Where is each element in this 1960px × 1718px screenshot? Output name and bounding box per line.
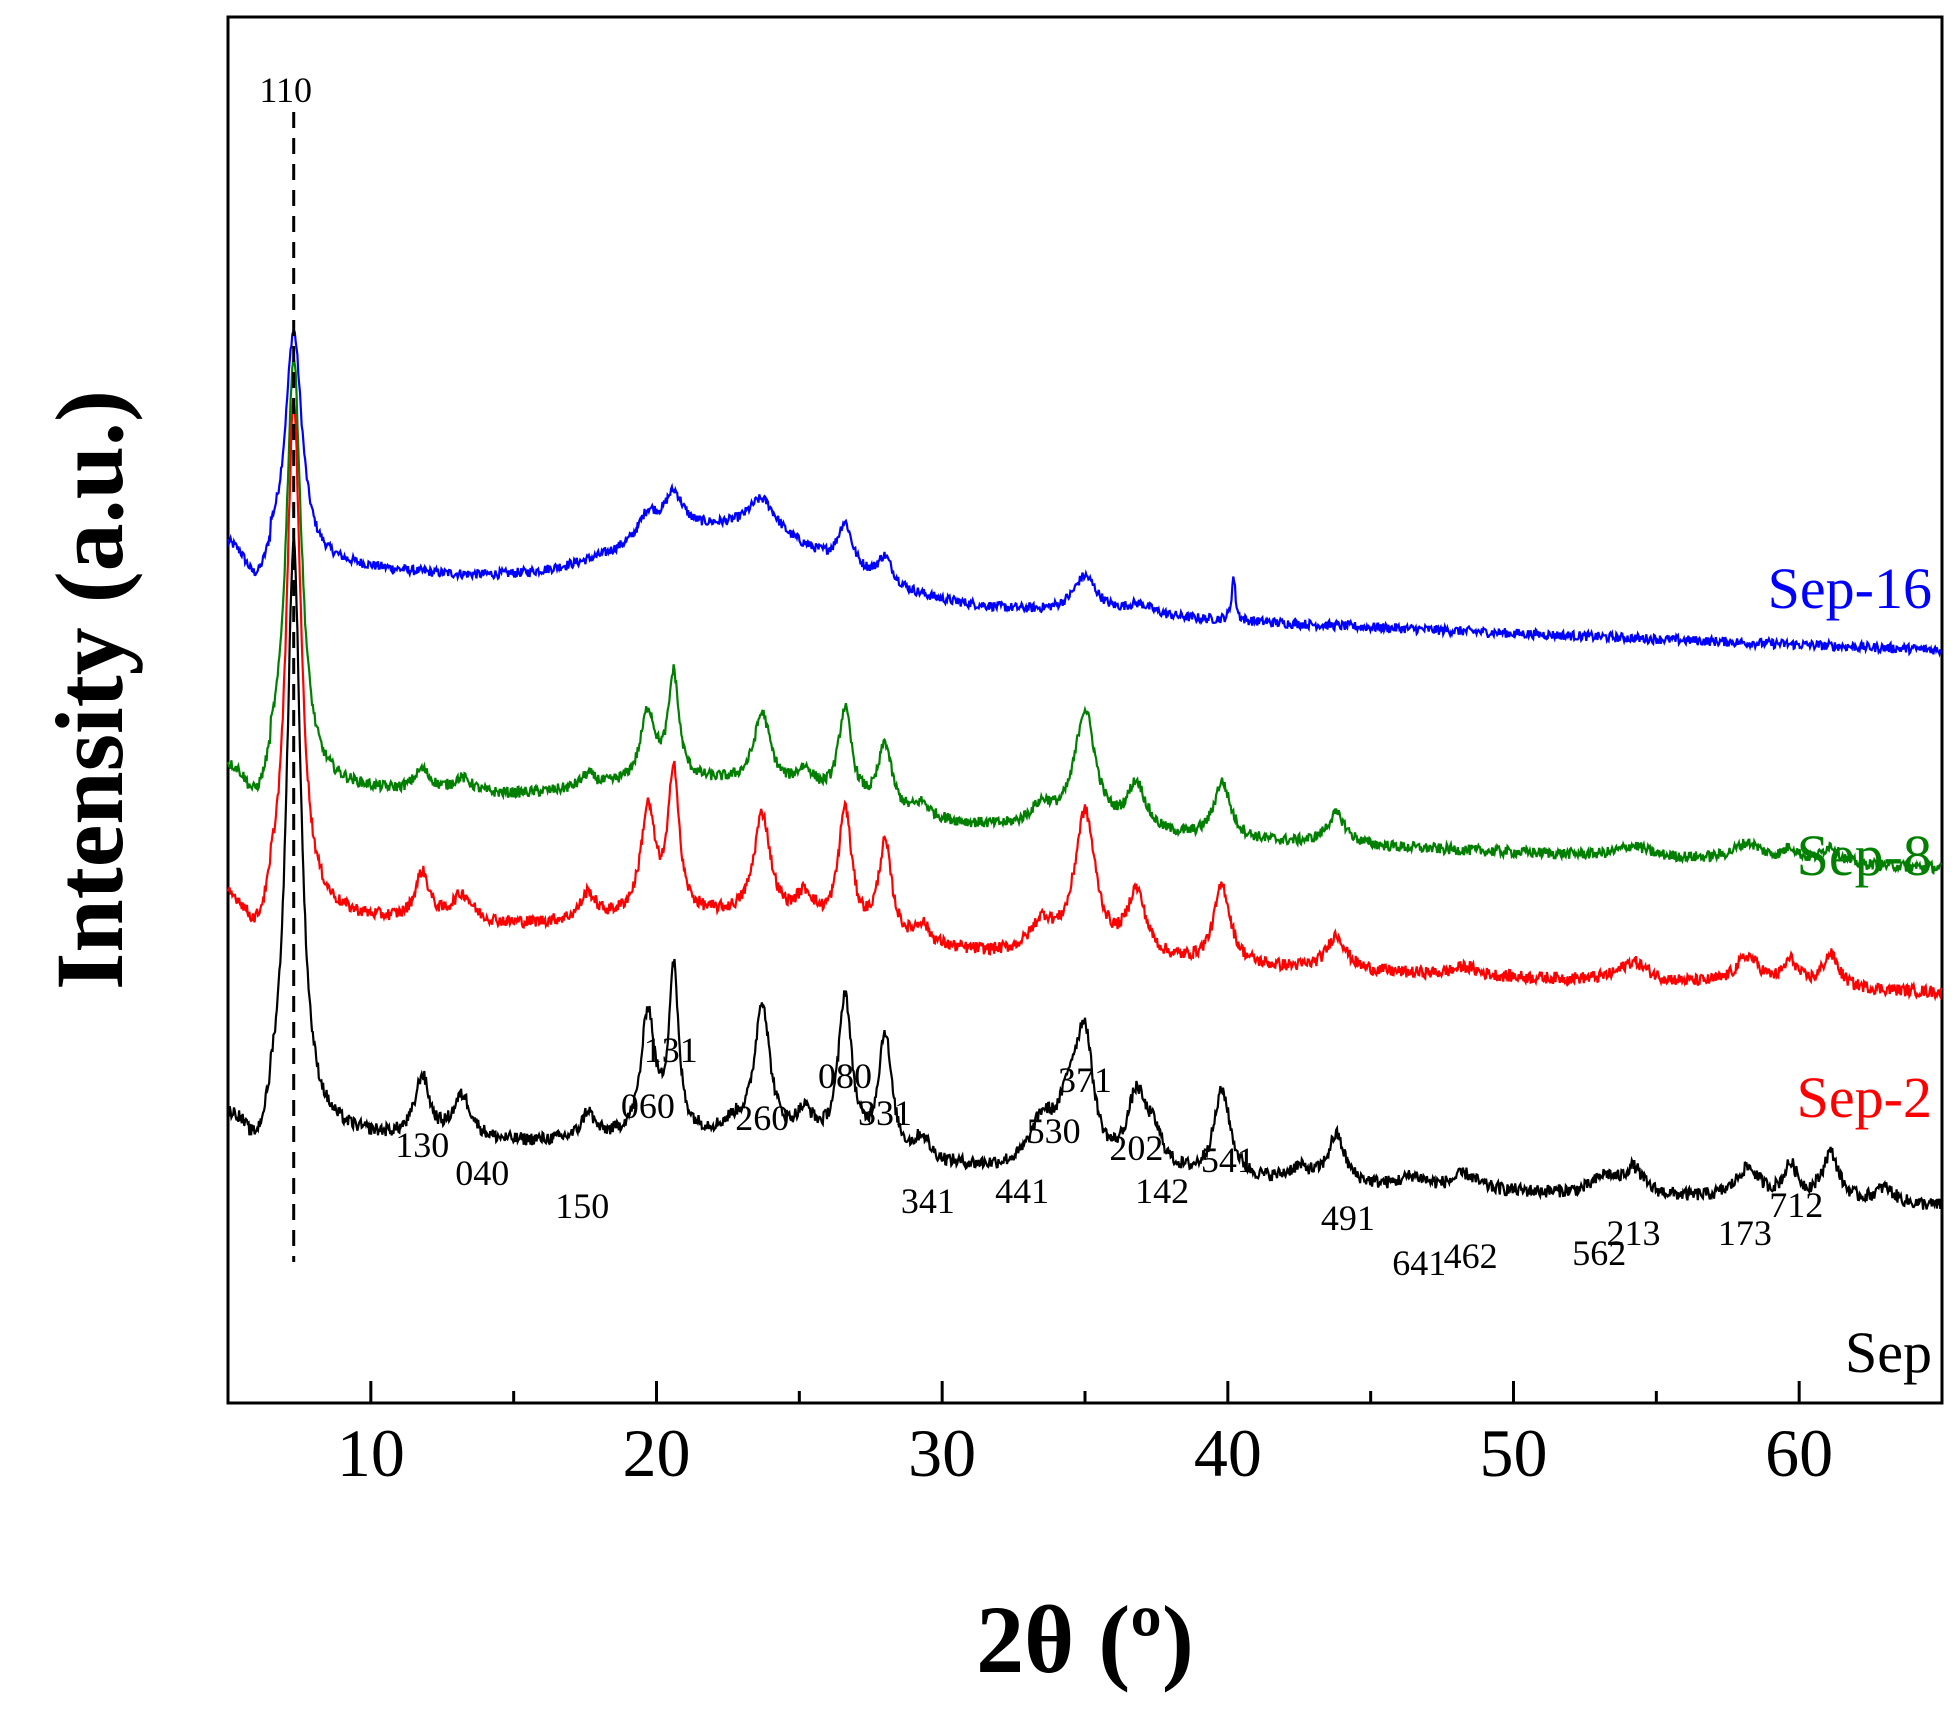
- peak-label-142: 142: [1135, 1171, 1189, 1211]
- peak-label-541: 541: [1201, 1140, 1255, 1180]
- series-label-sep-16: Sep-16: [1768, 556, 1932, 621]
- series-line-sep-16: [226, 328, 1943, 658]
- series-label-sep-2: Sep-2: [1797, 1065, 1932, 1130]
- peak-label-462: 462: [1444, 1236, 1498, 1276]
- peak-label-491: 491: [1321, 1198, 1375, 1238]
- x-tick-label: 60: [1765, 1415, 1833, 1491]
- series-group: [226, 328, 1943, 1210]
- x-tick-label: 40: [1194, 1415, 1262, 1491]
- x-tick-label: 10: [337, 1415, 405, 1491]
- peak-label-131: 131: [644, 1030, 698, 1070]
- peak-label-441: 441: [995, 1171, 1049, 1211]
- peak-label-562: 562: [1572, 1233, 1626, 1273]
- series-line-sep: [226, 538, 1943, 1210]
- peak-label-712: 712: [1769, 1185, 1823, 1225]
- peak-label-080: 080: [818, 1056, 872, 1096]
- peak-label-130: 130: [395, 1125, 449, 1165]
- peak-label-040: 040: [455, 1153, 509, 1193]
- peak-label-331: 331: [858, 1093, 912, 1133]
- peak-label-213: 213: [1606, 1213, 1660, 1253]
- peak-label-060: 060: [621, 1086, 675, 1126]
- peak-label-202: 202: [1109, 1128, 1163, 1168]
- x-tick-label: 50: [1480, 1415, 1548, 1491]
- peak-label-150: 150: [555, 1186, 609, 1226]
- series-label-sep-8: Sep-8: [1797, 823, 1932, 888]
- x-axis-title: 2θ (º): [976, 1586, 1194, 1693]
- peak-label-530: 530: [1027, 1111, 1081, 1151]
- peak-label-173: 173: [1718, 1213, 1772, 1253]
- series-label-sep: Sep: [1845, 1320, 1932, 1385]
- x-tick-label: 30: [908, 1415, 976, 1491]
- x-tick-label: 20: [623, 1415, 691, 1491]
- x-axis-ticks: 10 20 30 40 50 60: [226, 1381, 1944, 1491]
- series-line-sep-8: [226, 358, 1943, 876]
- peak-label-341: 341: [901, 1181, 955, 1221]
- y-axis-title: Intensity (a.u.): [36, 390, 143, 990]
- reference-line-label: 110: [259, 70, 312, 110]
- series-labels: Sep-16 Sep-8 Sep-2 Sep: [1768, 556, 1932, 1385]
- peak-label-371: 371: [1058, 1060, 1112, 1100]
- peak-label-260: 260: [735, 1098, 789, 1138]
- series-line-sep-2: [226, 398, 1943, 1002]
- peak-label-641: 641: [1392, 1243, 1446, 1283]
